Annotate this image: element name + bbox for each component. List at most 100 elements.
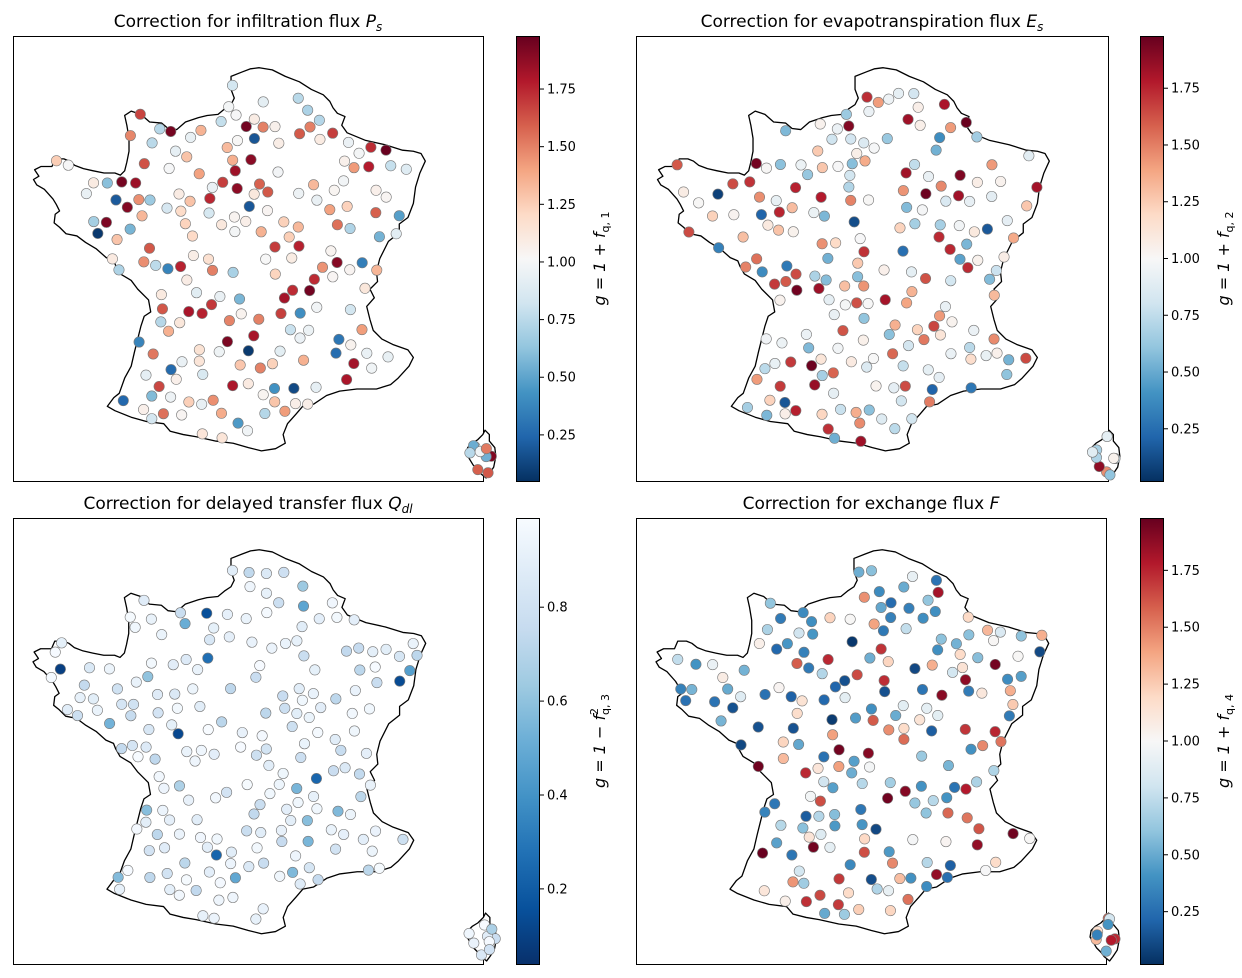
station-marker — [180, 874, 192, 886]
station-marker — [176, 356, 188, 368]
station-marker — [266, 642, 278, 654]
station-marker — [933, 231, 945, 243]
station-marker — [287, 866, 299, 878]
station-marker — [483, 944, 495, 956]
station-marker — [829, 808, 841, 820]
colorbar-tick-label: 1.75 — [1171, 82, 1200, 97]
station-marker — [920, 807, 932, 819]
station-marker — [889, 319, 901, 331]
station-marker — [227, 154, 239, 166]
station-marker — [822, 252, 834, 264]
station-marker — [279, 405, 291, 417]
station-marker — [932, 644, 944, 656]
station-marker — [1007, 698, 1019, 710]
station-marker — [971, 839, 983, 851]
station-marker — [916, 750, 928, 762]
station-marker — [284, 324, 296, 336]
station-marker — [74, 692, 86, 704]
station-marker — [124, 223, 136, 235]
station-marker — [269, 396, 281, 408]
station-marker — [153, 771, 165, 783]
station-marker — [936, 689, 948, 701]
station-marker — [327, 271, 339, 283]
station-marker — [314, 133, 326, 145]
panel-title: Correction for exchange flux F — [743, 494, 1000, 514]
station-marker — [879, 294, 891, 306]
station-marker — [203, 253, 215, 265]
station-marker — [263, 759, 275, 771]
colorbar: 0.25 0.50 0.75 1.00 1.25 1.50 1.75 g = 1 + fq, … — [516, 36, 612, 482]
station-marker — [885, 612, 897, 624]
station-marker — [141, 804, 153, 816]
station-marker — [846, 767, 858, 779]
station-marker — [781, 638, 793, 650]
colorbar-tick-label: 1.25 — [547, 198, 576, 213]
station-marker — [897, 360, 909, 372]
station-marker — [197, 368, 209, 380]
station-marker — [302, 104, 314, 116]
station-marker — [156, 303, 168, 315]
station-marker — [298, 650, 310, 662]
station-marker — [826, 714, 838, 726]
station-marker — [169, 688, 181, 700]
station-marker — [846, 158, 858, 170]
station-marker — [939, 301, 951, 313]
station-marker — [196, 398, 208, 410]
station-marker — [973, 823, 985, 835]
station-marker — [330, 843, 342, 855]
station-marker — [393, 650, 405, 662]
station-marker — [257, 121, 269, 133]
station-marker — [206, 299, 218, 311]
station-marker — [373, 862, 385, 874]
station-marker — [761, 409, 773, 421]
station-marker — [143, 723, 155, 735]
station-marker — [348, 725, 360, 737]
station-marker — [315, 702, 327, 714]
station-marker — [774, 294, 786, 306]
station-marker — [181, 151, 193, 163]
panel-3: Correction for delayed transfer flux Qdl… — [13, 494, 612, 965]
station-marker — [854, 233, 866, 245]
station-marker — [883, 93, 895, 105]
station-marker — [121, 201, 133, 213]
mainland-outline — [32, 67, 426, 452]
station-marker — [875, 643, 887, 655]
station-marker — [229, 872, 241, 884]
station-marker — [339, 762, 351, 774]
colorbar-label: g = 1 + fq, 1 — [590, 211, 612, 305]
station-marker — [298, 354, 310, 366]
station-marker — [292, 221, 304, 233]
colorbar-tick-label: 1.00 — [547, 255, 576, 270]
station-marker — [234, 293, 246, 305]
station-marker — [787, 876, 799, 888]
station-marker — [962, 611, 974, 623]
station-marker — [344, 264, 356, 276]
station-marker — [203, 866, 215, 878]
station-marker — [110, 194, 122, 206]
station-marker — [964, 195, 976, 207]
colorbar: 0.2 0.4 0.6 0.8 g = 1 − f2q, 3 — [516, 518, 612, 965]
station-marker — [759, 806, 771, 818]
station-marker — [333, 333, 345, 345]
station-marker — [852, 257, 864, 269]
station-marker — [145, 657, 157, 669]
station-marker — [868, 142, 880, 154]
station-marker — [214, 877, 226, 889]
station-marker — [968, 226, 980, 238]
station-marker — [131, 823, 143, 835]
station-marker — [223, 315, 235, 327]
station-marker — [206, 264, 218, 276]
station-marker — [328, 765, 340, 777]
station-marker — [921, 702, 933, 714]
station-marker — [809, 379, 821, 391]
station-marker — [353, 642, 365, 654]
station-marker — [221, 786, 233, 798]
station-marker — [62, 159, 74, 171]
station-marker — [311, 301, 323, 313]
station-marker — [713, 242, 725, 254]
station-marker — [827, 729, 839, 741]
station-marker — [242, 378, 254, 390]
station-marker — [260, 587, 272, 599]
station-marker — [309, 664, 321, 676]
station-marker — [929, 606, 941, 618]
